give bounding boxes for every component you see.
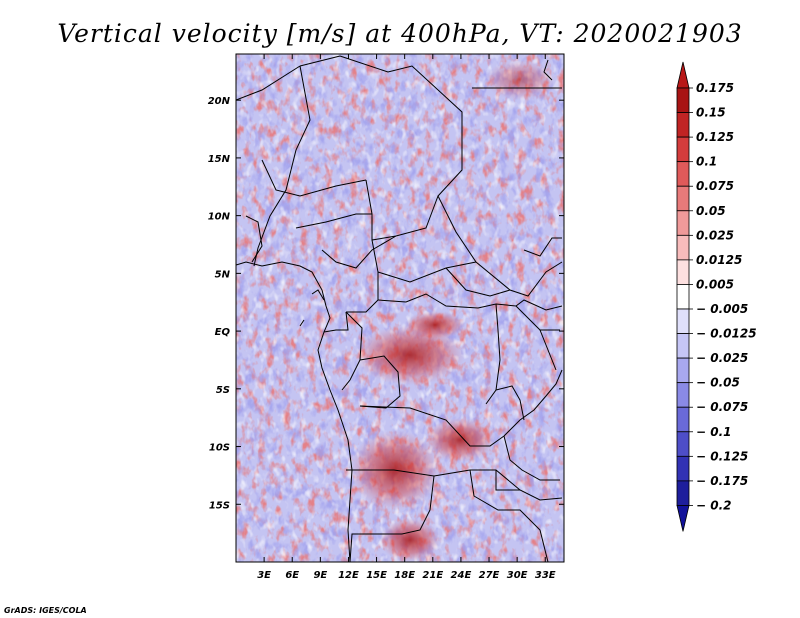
x-tick-label: 12E xyxy=(338,570,359,581)
colorbar-label: 0.1 xyxy=(696,155,717,169)
colorbar-label: − 0.2 xyxy=(696,498,732,512)
country-borders xyxy=(236,55,563,562)
colorbar-label: − 0.005 xyxy=(696,302,748,316)
hotspot-congo xyxy=(355,325,465,385)
colorbar-segment xyxy=(676,234,690,261)
colorbar-segment xyxy=(676,210,690,236)
x-axis: 3E 6E 9E 12E 15E 18E 21E 24E 27E 30E 33E xyxy=(257,54,556,581)
colorbar-label: − 0.125 xyxy=(696,449,748,463)
colorbar-label: 0.15 xyxy=(696,106,726,120)
x-tick-label: 6E xyxy=(285,570,299,581)
colorbar-label: 0.025 xyxy=(696,228,734,242)
colorbar-segment xyxy=(676,480,690,506)
x-tick-label: 21E xyxy=(422,570,443,581)
colorbar-top-arrow xyxy=(676,61,690,89)
hotspot-ne xyxy=(485,60,555,100)
colorbar-segment xyxy=(676,455,690,482)
colorbar-label: 0.0125 xyxy=(696,253,742,267)
y-tick-label: EQ xyxy=(215,327,231,338)
colorbar-segment xyxy=(676,136,690,163)
chart-title: Vertical velocity [m/s] at 400hPa, VT: 2… xyxy=(57,19,742,48)
colorbar: 0.175 0.15 0.125 0.1 0.075 0.05 0.025 0.0125 0.0… xyxy=(676,61,757,532)
colorbar-segment xyxy=(676,333,690,359)
colorbar-label: 0.075 xyxy=(696,179,734,193)
colorbar-label: 0.05 xyxy=(696,204,726,218)
colorbar-label: − 0.0125 xyxy=(696,327,757,341)
colorbar-segment xyxy=(676,357,690,384)
colorbar-label: − 0.175 xyxy=(696,474,748,488)
y-tick-label: 10S xyxy=(209,443,230,454)
map-panel xyxy=(236,54,564,562)
colorbar-segment xyxy=(676,284,690,310)
y-tick-label: 15N xyxy=(208,154,231,165)
colorbar-segment xyxy=(676,185,690,212)
colorbar-bottom-arrow xyxy=(676,505,690,532)
x-tick-label: 9E xyxy=(313,570,327,581)
colorbar-segment xyxy=(676,431,690,457)
colorbar-label: − 0.075 xyxy=(696,400,748,414)
hotspot-south xyxy=(380,518,440,562)
colorbar-label: 0.005 xyxy=(696,277,734,291)
colorbar-segment xyxy=(676,112,690,138)
y-tick-label: 10N xyxy=(208,212,231,223)
colorbar-segment xyxy=(676,308,690,334)
hotspot-kivu xyxy=(405,311,465,339)
y-axis: 20N 15N 10N 5N EQ 5S 10S 15S xyxy=(208,96,564,511)
x-tick-label: 15E xyxy=(366,570,387,581)
grads-credit: GrADS: IGES/COLA xyxy=(4,606,87,615)
y-tick-label: 5S xyxy=(216,385,230,396)
colorbar-label: − 0.1 xyxy=(696,425,732,439)
x-tick-label: 3E xyxy=(257,570,271,581)
colorbar-segment xyxy=(676,161,690,187)
colorbar-label: − 0.05 xyxy=(696,376,740,390)
y-tick-label: 20N xyxy=(208,96,231,107)
colorbar-label: − 0.025 xyxy=(696,351,748,365)
colorbar-segment xyxy=(676,259,690,285)
colorbar-segment xyxy=(676,87,690,113)
x-tick-label: 18E xyxy=(394,570,415,581)
colorbar-label: 0.175 xyxy=(696,81,734,95)
hotspot-zambia xyxy=(425,418,495,462)
colorbar-segment xyxy=(676,406,690,433)
map-frame xyxy=(235,53,565,563)
colorbar-segment xyxy=(676,382,690,408)
y-tick-label: 15S xyxy=(209,500,230,511)
x-tick-label: 24E xyxy=(451,570,472,581)
x-tick-label: 33E xyxy=(535,570,556,581)
x-tick-label: 30E xyxy=(507,570,528,581)
y-tick-label: 5N xyxy=(215,269,231,280)
x-tick-label: 27E xyxy=(479,570,500,581)
colorbar-label: 0.125 xyxy=(696,130,734,144)
